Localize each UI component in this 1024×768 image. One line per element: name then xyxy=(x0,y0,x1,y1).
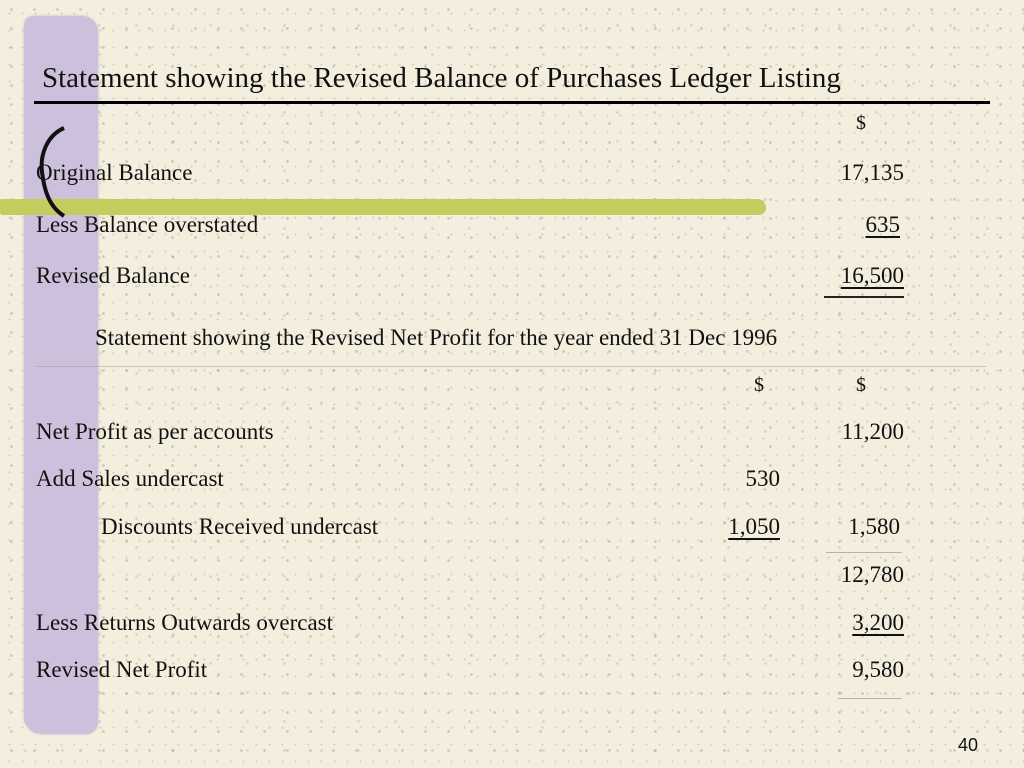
profit-row-label: Revised Net Profit xyxy=(36,657,208,682)
decorative-bracket-icon xyxy=(39,126,66,218)
ledger-row-label: Less Balance overstated xyxy=(36,212,259,237)
ledger-currency-header: $ xyxy=(856,112,866,134)
double-underline xyxy=(824,296,904,298)
decorative-green-stroke xyxy=(0,199,766,215)
profit-row-col1: 1,050 xyxy=(728,514,780,539)
profit-col1-header: $ xyxy=(754,374,764,396)
profit-row-label: Discounts Received undercast xyxy=(101,514,379,539)
profit-row-col2: 3,200 xyxy=(852,610,904,635)
subtotal-rule xyxy=(826,552,902,553)
profit-row-col2: 11,200 xyxy=(841,419,904,444)
slide-title: Statement showing the Revised Balance of… xyxy=(42,62,841,94)
profit-row-col1: 530 xyxy=(745,466,781,491)
page-number: 40 xyxy=(957,735,978,755)
profit-row-label: Net Profit as per accounts xyxy=(36,419,274,444)
section-divider xyxy=(36,366,986,367)
ledger-row-amount: 17,135 xyxy=(840,160,904,185)
profit-row-col2: 9,580 xyxy=(852,657,904,682)
ledger-row-label: Original Balance xyxy=(36,160,193,185)
ledger-row-amount: 635 xyxy=(865,212,901,237)
profit-row-col2: 12,780 xyxy=(840,562,904,587)
profit-col2-header: $ xyxy=(856,374,866,396)
title-rule xyxy=(34,101,990,104)
profit-row-label: Add Sales undercast xyxy=(36,466,224,491)
ledger-row-amount: 16,500 xyxy=(840,263,904,288)
profit-row-col2: 1,580 xyxy=(848,514,900,539)
total-rule xyxy=(838,698,902,699)
profit-statement-title: Statement showing the Revised Net Profit… xyxy=(95,325,778,350)
ledger-row-label: Revised Balance xyxy=(36,263,190,288)
decorative-purple-bar xyxy=(24,16,98,734)
profit-row-label: Less Returns Outwards overcast xyxy=(36,610,334,635)
